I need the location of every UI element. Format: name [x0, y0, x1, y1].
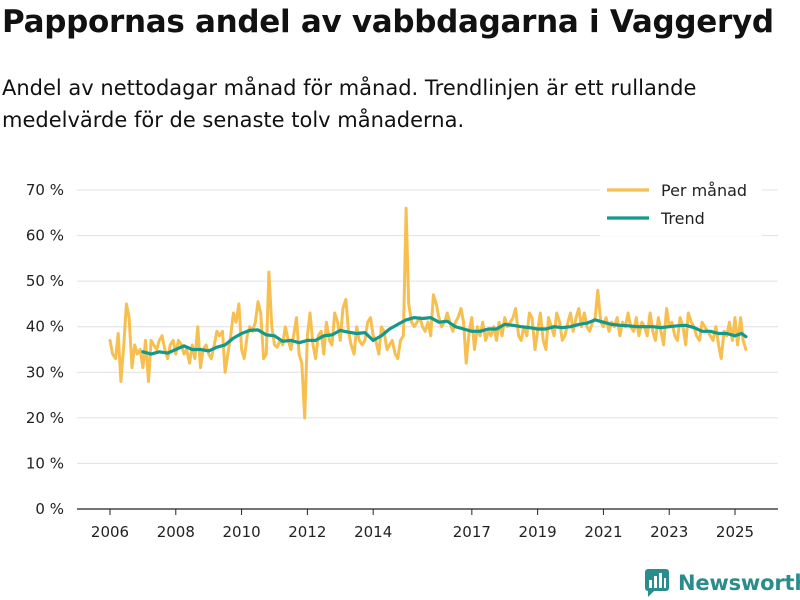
chart-subtitle: Andel av nettodagar månad för månad. Tre… [2, 76, 697, 132]
y-tick-label: 40 % [26, 318, 64, 336]
newsworthy-logo-icon [645, 569, 669, 597]
y-tick-label: 70 % [26, 181, 64, 199]
legend: Per månad Trend [600, 178, 762, 236]
y-tick-label: 10 % [26, 454, 64, 472]
brand-name: Newsworthy [678, 571, 800, 595]
series-line-trend [141, 316, 748, 356]
x-tick-label: 2010 [222, 523, 260, 541]
series-line-per-manad [108, 206, 748, 420]
y-tick-label: 50 % [26, 272, 64, 290]
x-tick-label: 2006 [91, 523, 129, 541]
y-tick-label: 20 % [26, 409, 64, 427]
axes: 0 % 10 % 20 % 30 % 40 % 50 % 60 % 70 % 2006 2008 2… [26, 181, 778, 541]
series [108, 206, 748, 420]
x-tick-label: 2017 [453, 523, 491, 541]
x-tick-label: 2019 [519, 523, 557, 541]
chart-title: Pappornas andel av vabbdagarna i Vaggery… [2, 4, 774, 40]
x-tick-label: 2008 [157, 523, 195, 541]
x-tick-label: 2023 [650, 523, 688, 541]
x-tick-label: 2021 [584, 523, 622, 541]
x-tick-label: 2012 [288, 523, 326, 541]
legend-label: Trend [660, 209, 705, 228]
y-tick-label: 60 % [26, 227, 64, 245]
y-tick-label: 30 % [26, 363, 64, 381]
x-tick-label: 2014 [354, 523, 392, 541]
brand-logo: Newsworthy [644, 568, 800, 598]
legend-background [600, 178, 762, 236]
y-tick-label: 0 % [35, 500, 64, 518]
line-chart: 0 % 10 % 20 % 30 % 40 % 50 % 60 % 70 % 2006 2008 2… [25, 178, 778, 541]
x-tick-label: 2025 [716, 523, 754, 541]
legend-label: Per månad [661, 181, 747, 200]
